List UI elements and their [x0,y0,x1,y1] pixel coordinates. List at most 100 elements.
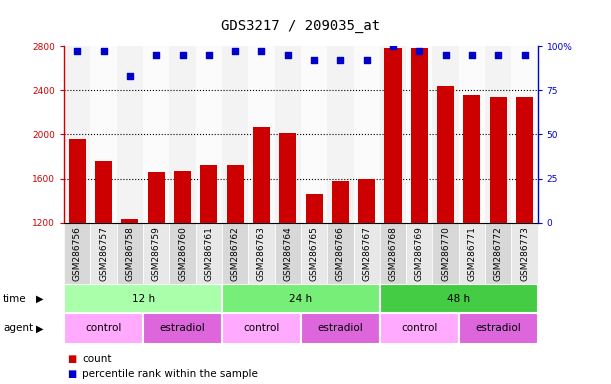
Bar [196,46,222,223]
Text: ■: ■ [67,369,76,379]
Bar [117,46,143,223]
Text: GSM286768: GSM286768 [389,226,398,281]
Point [414,48,424,55]
Bar [406,46,433,223]
Text: GSM286759: GSM286759 [152,226,161,281]
Bar [411,48,428,355]
Bar [143,46,169,223]
Bar [516,97,533,355]
Text: estradiol: estradiol [159,323,205,333]
Point [493,52,503,58]
Bar [380,284,538,313]
Bar [222,313,301,344]
Bar [380,223,406,284]
Bar [69,139,86,355]
Bar [196,223,222,284]
Bar [459,46,485,223]
Text: control: control [86,323,122,333]
Bar [90,46,117,223]
Text: GSM286770: GSM286770 [441,226,450,281]
Point [519,52,529,58]
Bar [222,223,248,284]
Point [309,57,319,63]
Bar [122,219,139,355]
Bar [222,46,248,223]
Bar [433,223,459,284]
Text: GSM286766: GSM286766 [336,226,345,281]
Bar [459,223,485,284]
Text: GSM286772: GSM286772 [494,226,503,281]
Bar [384,48,401,355]
Text: GSM286769: GSM286769 [415,226,424,281]
Bar [301,46,327,223]
Text: GSM286761: GSM286761 [204,226,213,281]
Bar [301,223,327,284]
Point [335,57,345,63]
Text: GSM286767: GSM286767 [362,226,371,281]
Bar [511,46,538,223]
Text: GSM286756: GSM286756 [73,226,82,281]
Bar [327,223,354,284]
Bar [64,223,90,284]
Bar [485,46,511,223]
Point [99,48,109,55]
Bar [143,223,169,284]
Bar [354,46,380,223]
Bar [148,172,165,355]
Bar [253,127,270,355]
Text: GDS3217 / 209035_at: GDS3217 / 209035_at [221,19,381,33]
Bar [463,94,480,355]
Bar [433,46,459,223]
Bar [327,46,354,223]
Point [362,57,371,63]
Bar [358,179,375,355]
Bar [95,161,112,355]
Text: 24 h: 24 h [290,293,312,304]
Point [125,73,135,79]
Bar [248,46,274,223]
Text: GSM286760: GSM286760 [178,226,187,281]
Bar [354,223,380,284]
Bar [489,97,507,355]
Point [73,48,82,55]
Text: GSM286758: GSM286758 [125,226,134,281]
Bar [511,223,538,284]
Bar [306,194,323,355]
Text: time: time [3,293,27,304]
Point [388,43,398,49]
Text: GSM286757: GSM286757 [99,226,108,281]
Bar [169,46,196,223]
Bar [64,313,143,344]
Bar [64,284,222,313]
Bar [380,46,406,223]
Bar [222,284,380,313]
Text: ■: ■ [67,354,76,364]
Bar [174,171,191,355]
Bar [459,313,538,344]
Bar [248,223,274,284]
Bar [64,46,90,223]
Text: control: control [401,323,437,333]
Text: ▶: ▶ [36,323,43,333]
Point [441,52,450,58]
Bar [485,223,511,284]
Point [230,48,240,55]
Bar [279,133,296,355]
Bar [227,165,244,355]
Bar [380,313,459,344]
Text: agent: agent [3,323,33,333]
Text: GSM286763: GSM286763 [257,226,266,281]
Bar [274,46,301,223]
Text: 48 h: 48 h [447,293,470,304]
Point [152,52,161,58]
Bar [117,223,143,284]
Text: percentile rank within the sample: percentile rank within the sample [82,369,258,379]
Bar [332,181,349,355]
Point [467,52,477,58]
Text: estradiol: estradiol [318,323,364,333]
Text: GSM286771: GSM286771 [467,226,477,281]
Text: ▶: ▶ [36,293,43,304]
Bar [169,223,196,284]
Text: control: control [243,323,280,333]
Bar [301,313,380,344]
